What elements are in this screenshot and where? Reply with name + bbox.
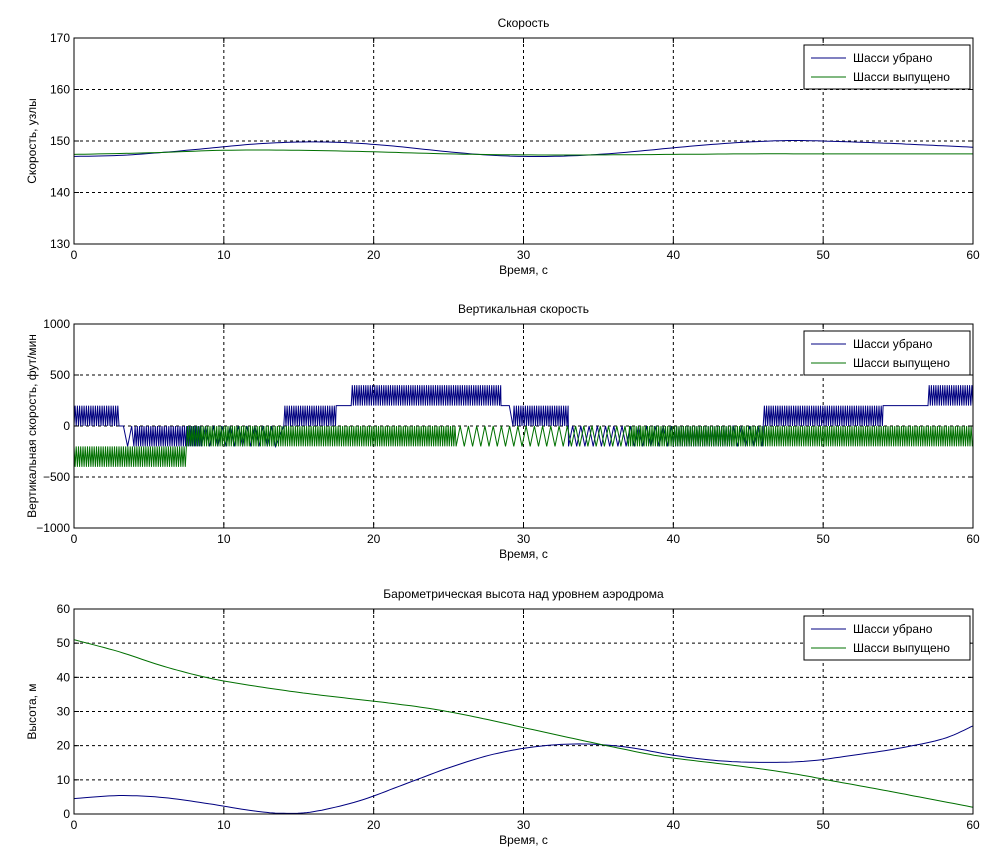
legend-label-1: Шасси убрано — [853, 51, 933, 65]
x-tick-label: 50 — [816, 532, 830, 546]
x-tick-label: 50 — [816, 248, 830, 262]
y-tick-label: 10 — [57, 773, 71, 787]
chart-title: Скорость — [498, 16, 550, 30]
y-tick-label: 500 — [50, 368, 70, 382]
x-tick-label: 50 — [816, 818, 830, 832]
legend-label-2: Шасси выпущено — [853, 641, 950, 655]
y-axis-label: Скорость, узлы — [25, 98, 39, 183]
y-tick-label: 170 — [50, 31, 70, 45]
y-tick-label: 0 — [63, 419, 70, 433]
series-line-1 — [74, 725, 973, 814]
y-axis-label: Высота, м — [25, 683, 39, 739]
legend: Шасси убрано Шасси выпущено — [803, 615, 971, 661]
x-axis-label: Время, с — [499, 833, 548, 847]
x-tick-label: 40 — [667, 532, 681, 546]
x-tick-label: 0 — [71, 532, 78, 546]
grid-lines — [74, 609, 973, 814]
series-line-1 — [74, 140, 973, 157]
x-tick-label: 40 — [667, 818, 681, 832]
x-tick-label: 10 — [217, 818, 231, 832]
x-tick-label: 30 — [517, 248, 531, 262]
legend-label-1: Шасси убрано — [853, 622, 933, 636]
legend-label-1: Шасси убрано — [853, 337, 933, 351]
y-axis-label: Вертикальная скорость, фут/мин — [25, 334, 39, 518]
y-tick-label: 150 — [50, 134, 70, 148]
x-tick-label: 60 — [966, 532, 980, 546]
y-tick-label: −500 — [43, 470, 70, 484]
y-tick-label: 1000 — [43, 317, 70, 331]
chart-panel-2: 0 10 20 30 40 50 60 −1000 −500 0 500 1000 Вертикальн… — [25, 302, 980, 561]
x-tick-label: 60 — [966, 818, 980, 832]
legend: Шасси убрано Шасси выпущено — [803, 44, 971, 90]
x-tick-label: 20 — [367, 818, 381, 832]
chart-panel-3: 0 10 20 30 40 50 60 0 10 20 30 40 50 60 Барометрическа… — [25, 587, 980, 847]
x-tick-label: 20 — [367, 532, 381, 546]
chart-panel-1: 0 10 20 30 40 50 60 130 140 150 160 170 Скорость Врем… — [25, 16, 980, 277]
x-tick-label: 20 — [367, 248, 381, 262]
legend-box — [803, 615, 971, 661]
y-tick-label: 20 — [57, 739, 71, 753]
x-tick-label: 0 — [71, 818, 78, 832]
series-line-2 — [74, 639, 973, 808]
y-tick-label: 160 — [50, 83, 70, 97]
x-axis-label: Время, с — [499, 263, 548, 277]
legend-box — [803, 330, 971, 376]
y-tick-label: 40 — [57, 670, 71, 684]
series-line-2 — [74, 425, 973, 467]
y-tick-label: 140 — [50, 186, 70, 200]
y-tick-label: 50 — [57, 636, 71, 650]
legend-box — [803, 44, 971, 90]
y-tick-label: 30 — [57, 705, 71, 719]
x-tick-label: 30 — [517, 532, 531, 546]
y-tick-label: −1000 — [36, 521, 70, 535]
x-axis-label: Время, с — [499, 547, 548, 561]
series-line-2 — [74, 149, 973, 156]
y-tick-label: 0 — [63, 807, 70, 821]
x-tick-label: 0 — [71, 248, 78, 262]
x-tick-label: 10 — [217, 248, 231, 262]
chart-title: Вертикальная скорость — [458, 302, 589, 316]
y-tick-label: 60 — [57, 602, 71, 616]
chart-title: Барометрическая высота над уровнем аэрод… — [383, 587, 664, 601]
legend: Шасси убрано Шасси выпущено — [803, 330, 971, 376]
x-tick-label: 10 — [217, 532, 231, 546]
x-tick-label: 60 — [966, 248, 980, 262]
legend-label-2: Шасси выпущено — [853, 356, 950, 370]
y-tick-label: 130 — [50, 237, 70, 251]
legend-label-2: Шасси выпущено — [853, 70, 950, 84]
x-tick-label: 40 — [667, 248, 681, 262]
x-tick-label: 30 — [517, 818, 531, 832]
